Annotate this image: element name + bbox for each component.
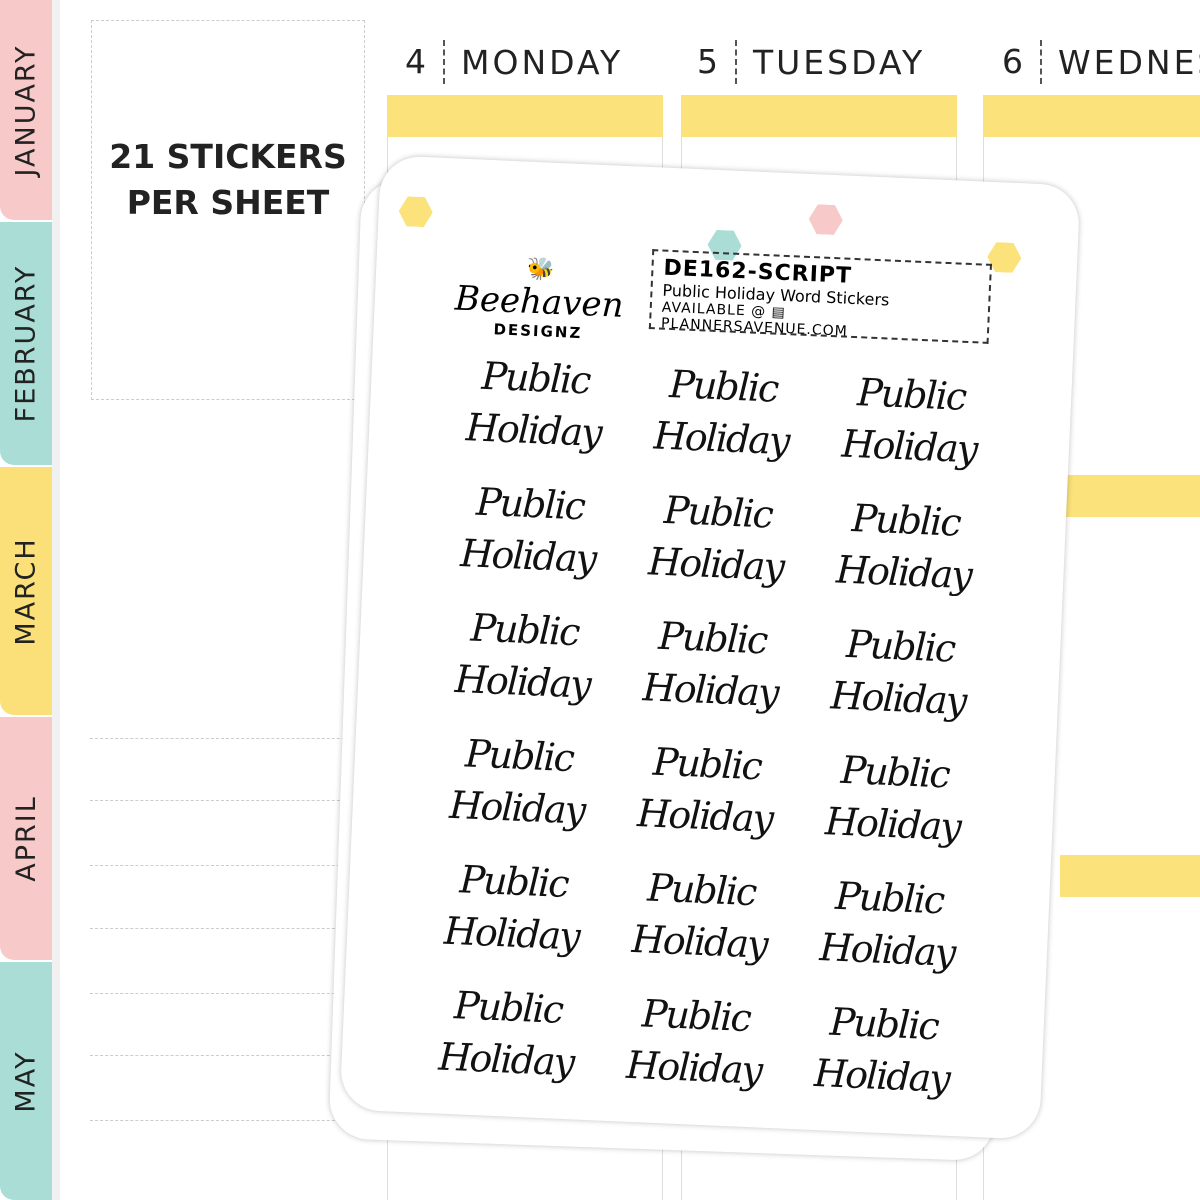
note-line: [90, 928, 365, 929]
public-holiday-sticker: Public Holiday: [796, 742, 989, 876]
sticker-line: Holiday: [465, 405, 602, 456]
public-holiday-sticker: Public Holiday: [625, 356, 818, 490]
highlight-bar: [681, 95, 957, 137]
sticker-line: Public: [469, 605, 580, 655]
sheet-label: DE162-SCRIPT Public Holiday Word Sticker…: [648, 249, 992, 344]
sticker-line: Holiday: [630, 916, 768, 967]
sticker-line: Holiday: [443, 908, 580, 959]
sticker-line: Holiday: [835, 547, 972, 598]
note-line: [90, 738, 365, 739]
note-line: [90, 1055, 365, 1056]
highlight-bar: [1060, 855, 1200, 897]
hexagon-decoration: [398, 196, 433, 227]
sticker-line: Holiday: [636, 791, 773, 841]
sticker-line: Public: [850, 496, 961, 545]
sticker-line: Public: [646, 865, 757, 915]
public-holiday-sticker: Public Holiday: [813, 364, 1006, 498]
public-holiday-sticker: Public Holiday: [415, 852, 608, 986]
tab-edge: [52, 0, 60, 1200]
sticker-grid: Public Holiday Public Holiday Public Holiday P…: [410, 348, 1006, 1128]
note-line: [90, 1120, 365, 1121]
sticker-line: Holiday: [813, 1050, 950, 1101]
day-header-wednesday: 6WEDNES: [1002, 40, 1200, 84]
public-holiday-sticker: Public Holiday: [609, 734, 802, 868]
sticker-line: Public: [834, 873, 945, 923]
sticker-line: Public: [668, 362, 779, 411]
public-holiday-sticker: Public Holiday: [807, 490, 1000, 624]
public-holiday-sticker: Public Holiday: [432, 474, 625, 608]
sticker-count-box: 21 STICKERS PER SHEET: [91, 20, 365, 400]
sticker-line: Holiday: [641, 665, 779, 715]
sticker-line: Public: [663, 487, 773, 537]
sticker-line: Public: [652, 739, 762, 789]
public-holiday-sticker: Public Holiday: [614, 608, 807, 742]
sticker-line: Holiday: [454, 656, 591, 707]
beehaven-logo: 🐝 Beehaven DESIGNZ: [453, 254, 625, 344]
tab-march[interactable]: MARCH: [0, 467, 52, 715]
sticker-line: Holiday: [647, 539, 784, 590]
tab-january[interactable]: JANUARY: [0, 0, 52, 220]
sticker-line: Public: [657, 613, 768, 663]
highlight-bar: [1060, 475, 1200, 517]
public-holiday-sticker: Public Holiday: [785, 994, 978, 1128]
note-line: [90, 800, 365, 801]
sticker-line: Holiday: [437, 1034, 575, 1085]
tab-april[interactable]: APRIL: [0, 717, 52, 960]
sticker-line: Public: [480, 353, 591, 403]
day-header-tuesday: 5 TUESDAY: [697, 40, 925, 84]
sticker-line: Public: [641, 991, 751, 1041]
tab-february[interactable]: FEBRUARY: [0, 222, 52, 465]
note-line: [90, 993, 365, 994]
highlight-bar: [387, 95, 663, 137]
public-holiday-sticker: Public Holiday: [603, 860, 796, 994]
hexagon-decoration: [987, 242, 1022, 273]
public-holiday-sticker: Public Holiday: [802, 616, 995, 750]
public-holiday-sticker: Public Holiday: [410, 977, 603, 1111]
public-holiday-sticker: Public Holiday: [791, 868, 984, 1002]
sticker-sheet: 🐝 Beehaven DESIGNZ DE162-SCRIPT Public H…: [339, 155, 1081, 1140]
sticker-line: Holiday: [840, 421, 978, 472]
sticker-line: Public: [828, 999, 939, 1049]
note-line: [90, 865, 365, 866]
sticker-line: Holiday: [625, 1042, 762, 1093]
public-holiday-sticker: Public Holiday: [620, 482, 813, 616]
public-holiday-sticker: Public Holiday: [421, 726, 614, 860]
tab-may[interactable]: MAY: [0, 962, 52, 1200]
sticker-line: Public: [475, 479, 585, 529]
sticker-line: Holiday: [448, 782, 586, 833]
highlight-bar: [983, 95, 1200, 137]
sticker-line: Public: [839, 747, 950, 797]
sticker-line: Public: [845, 621, 956, 671]
public-holiday-sticker: Public Holiday: [426, 600, 619, 734]
day-header-monday: 4 MONDAY: [405, 40, 623, 84]
hexagon-decoration: [808, 204, 843, 235]
sticker-line: Public: [453, 983, 563, 1032]
sticker-line: Public: [464, 731, 574, 781]
public-holiday-sticker: Public Holiday: [437, 348, 630, 482]
public-holiday-sticker: Public Holiday: [598, 986, 791, 1120]
sticker-line: Public: [856, 370, 967, 419]
sticker-line: Holiday: [829, 673, 967, 724]
sticker-line: Holiday: [652, 413, 790, 464]
sticker-line: Holiday: [818, 925, 956, 975]
sticker-line: Public: [458, 857, 569, 906]
sticker-line: Holiday: [824, 799, 961, 850]
sticker-line: Holiday: [459, 531, 597, 581]
